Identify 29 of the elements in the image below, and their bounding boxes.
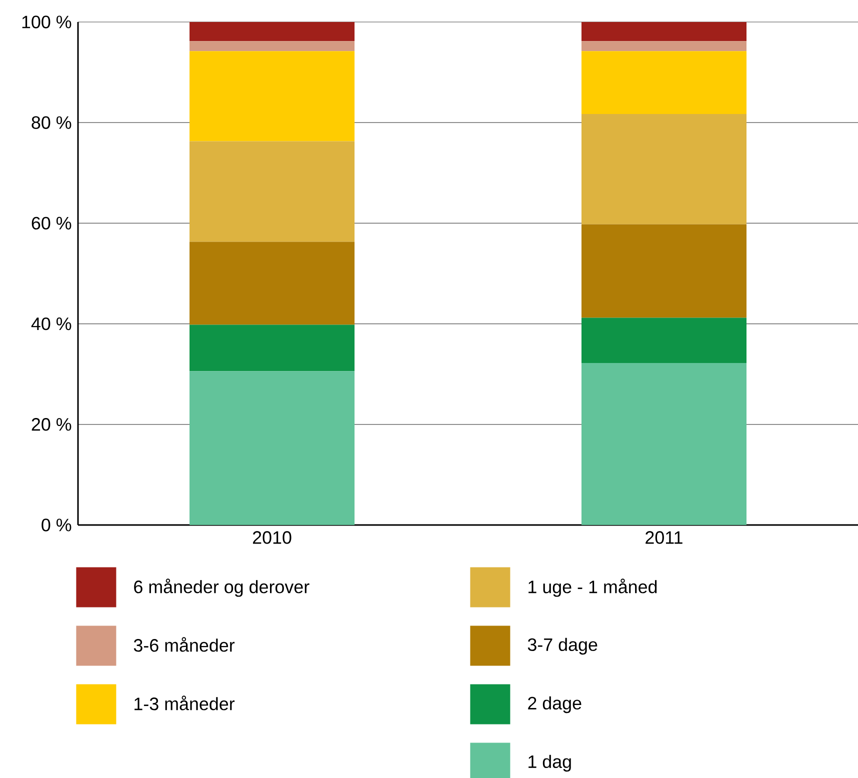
bar bbox=[190, 242, 355, 325]
legend-label: 1-3 måneder bbox=[134, 696, 235, 710]
y-tick-label: 40 % bbox=[31, 317, 72, 330]
bar bbox=[581, 51, 746, 114]
bar bbox=[581, 224, 746, 318]
y-tick-label: 100 % bbox=[22, 16, 72, 28]
legend-label: 3-6 måneder bbox=[134, 637, 235, 652]
bar bbox=[581, 318, 746, 364]
legend-label: 1 uge - 1 måned bbox=[528, 578, 657, 597]
bar bbox=[190, 22, 355, 42]
y-tick-label: 0 % bbox=[42, 518, 72, 532]
bar bbox=[190, 41, 355, 52]
y-tick-label: 20 % bbox=[32, 418, 72, 431]
bar bbox=[190, 371, 355, 525]
legend-label: 3-7 dage bbox=[528, 638, 598, 655]
legend-label: 2 dage bbox=[528, 696, 582, 714]
legend-label: 6 måneder og derover bbox=[134, 578, 310, 597]
bar bbox=[581, 363, 746, 525]
bar bbox=[581, 41, 746, 52]
x-tick-label: 2011 bbox=[646, 531, 682, 544]
bar bbox=[581, 114, 746, 224]
bar bbox=[581, 22, 746, 42]
y-tick-label: 60 % bbox=[32, 216, 72, 230]
x-tick-label: 2010 bbox=[252, 531, 292, 544]
y-tick-label: 80 % bbox=[32, 116, 72, 129]
bar bbox=[190, 141, 355, 242]
bar bbox=[190, 324, 355, 372]
bar bbox=[190, 51, 355, 142]
legend-label: 1 dag bbox=[528, 754, 571, 772]
